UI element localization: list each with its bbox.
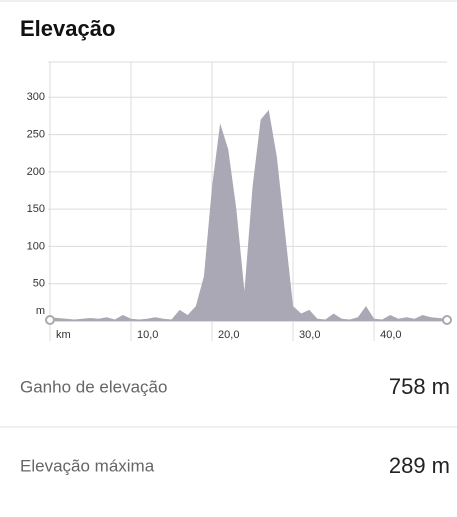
y-tick-label: 50 <box>33 278 45 290</box>
stat-label: Ganho de elevação <box>20 377 167 396</box>
y-tick-label: m <box>36 305 45 317</box>
y-tick-label: 200 <box>27 166 45 178</box>
stat-value: 289 m <box>389 453 450 478</box>
start-marker <box>45 315 55 325</box>
x-tick-label: 10,0 <box>137 329 158 341</box>
x-tick-label: 30,0 <box>299 329 320 341</box>
y-tick-label: 300 <box>27 91 45 103</box>
plot: m 50 100 150 200 250 300 km 10,0 20,0 30,0 40,0 <box>27 62 447 341</box>
x-tick-label: 20,0 <box>218 329 239 341</box>
y-tick-label: 250 <box>27 128 45 140</box>
stat-value: 758 m <box>389 374 450 399</box>
elevation-area <box>50 109 447 321</box>
x-tick-label: 40,0 <box>380 329 401 341</box>
y-tick-label: 150 <box>27 203 45 215</box>
end-marker <box>442 315 452 325</box>
title: Elevação <box>20 16 115 41</box>
stat-label: Elevação máxima <box>20 456 155 475</box>
y-tick-label: 100 <box>27 240 45 252</box>
x-tick-label: km <box>56 329 71 341</box>
